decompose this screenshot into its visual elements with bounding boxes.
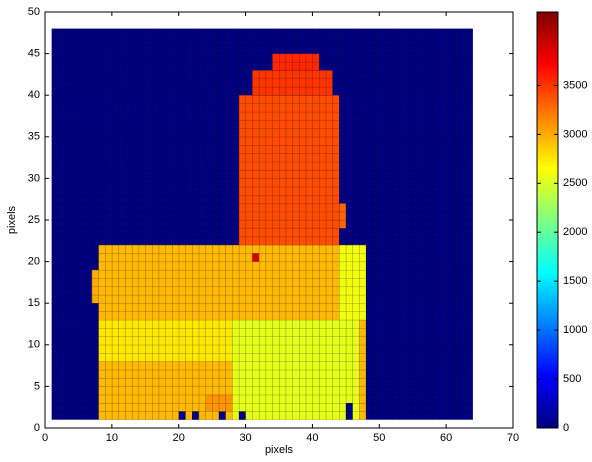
y-tick-label: 40 [28,89,40,101]
y-tick-label: 45 [28,48,40,60]
x-tick-label: 20 [173,432,185,444]
x-tick-label: 50 [373,432,385,444]
y-tick-label: 5 [34,380,40,392]
x-tick-label: 70 [507,432,519,444]
colorbar-tick-label: 500 [563,373,581,385]
y-tick-label: 50 [28,6,40,18]
y-tick-label: 10 [28,339,40,351]
x-tick-label: 40 [306,432,318,444]
colorbar-tick-label: 2500 [563,177,587,189]
y-tick-label: 25 [28,214,40,226]
x-tick-label: 60 [440,432,452,444]
colorbar-tick-label: 3000 [563,128,587,140]
y-tick-label: 20 [28,256,40,268]
y-tick-label: 0 [34,422,40,434]
x-tick-label: 30 [239,432,251,444]
colorbar-tick-label: 1500 [563,275,587,287]
x-tick-label: 10 [106,432,118,444]
y-tick-label: 15 [28,297,40,309]
colorbar-tick-label: 3500 [563,79,587,91]
colorbar-tick-label: 0 [563,422,569,434]
colorbar-tick-label: 1000 [563,324,587,336]
x-axis-label: pixels [265,444,294,456]
colorbar [537,12,558,428]
y-tick-label: 30 [28,172,40,184]
colorbar-tick-label: 2000 [563,226,587,238]
chart: pixels pixels 0 10 20 30 40 50 60 70 0 5 10 15 20 25 3… [0,0,592,462]
y-tick-label: 35 [28,131,40,143]
x-tick-label: 0 [42,432,48,444]
y-axis-label: pixels [6,205,18,234]
cell-grid [52,29,473,420]
